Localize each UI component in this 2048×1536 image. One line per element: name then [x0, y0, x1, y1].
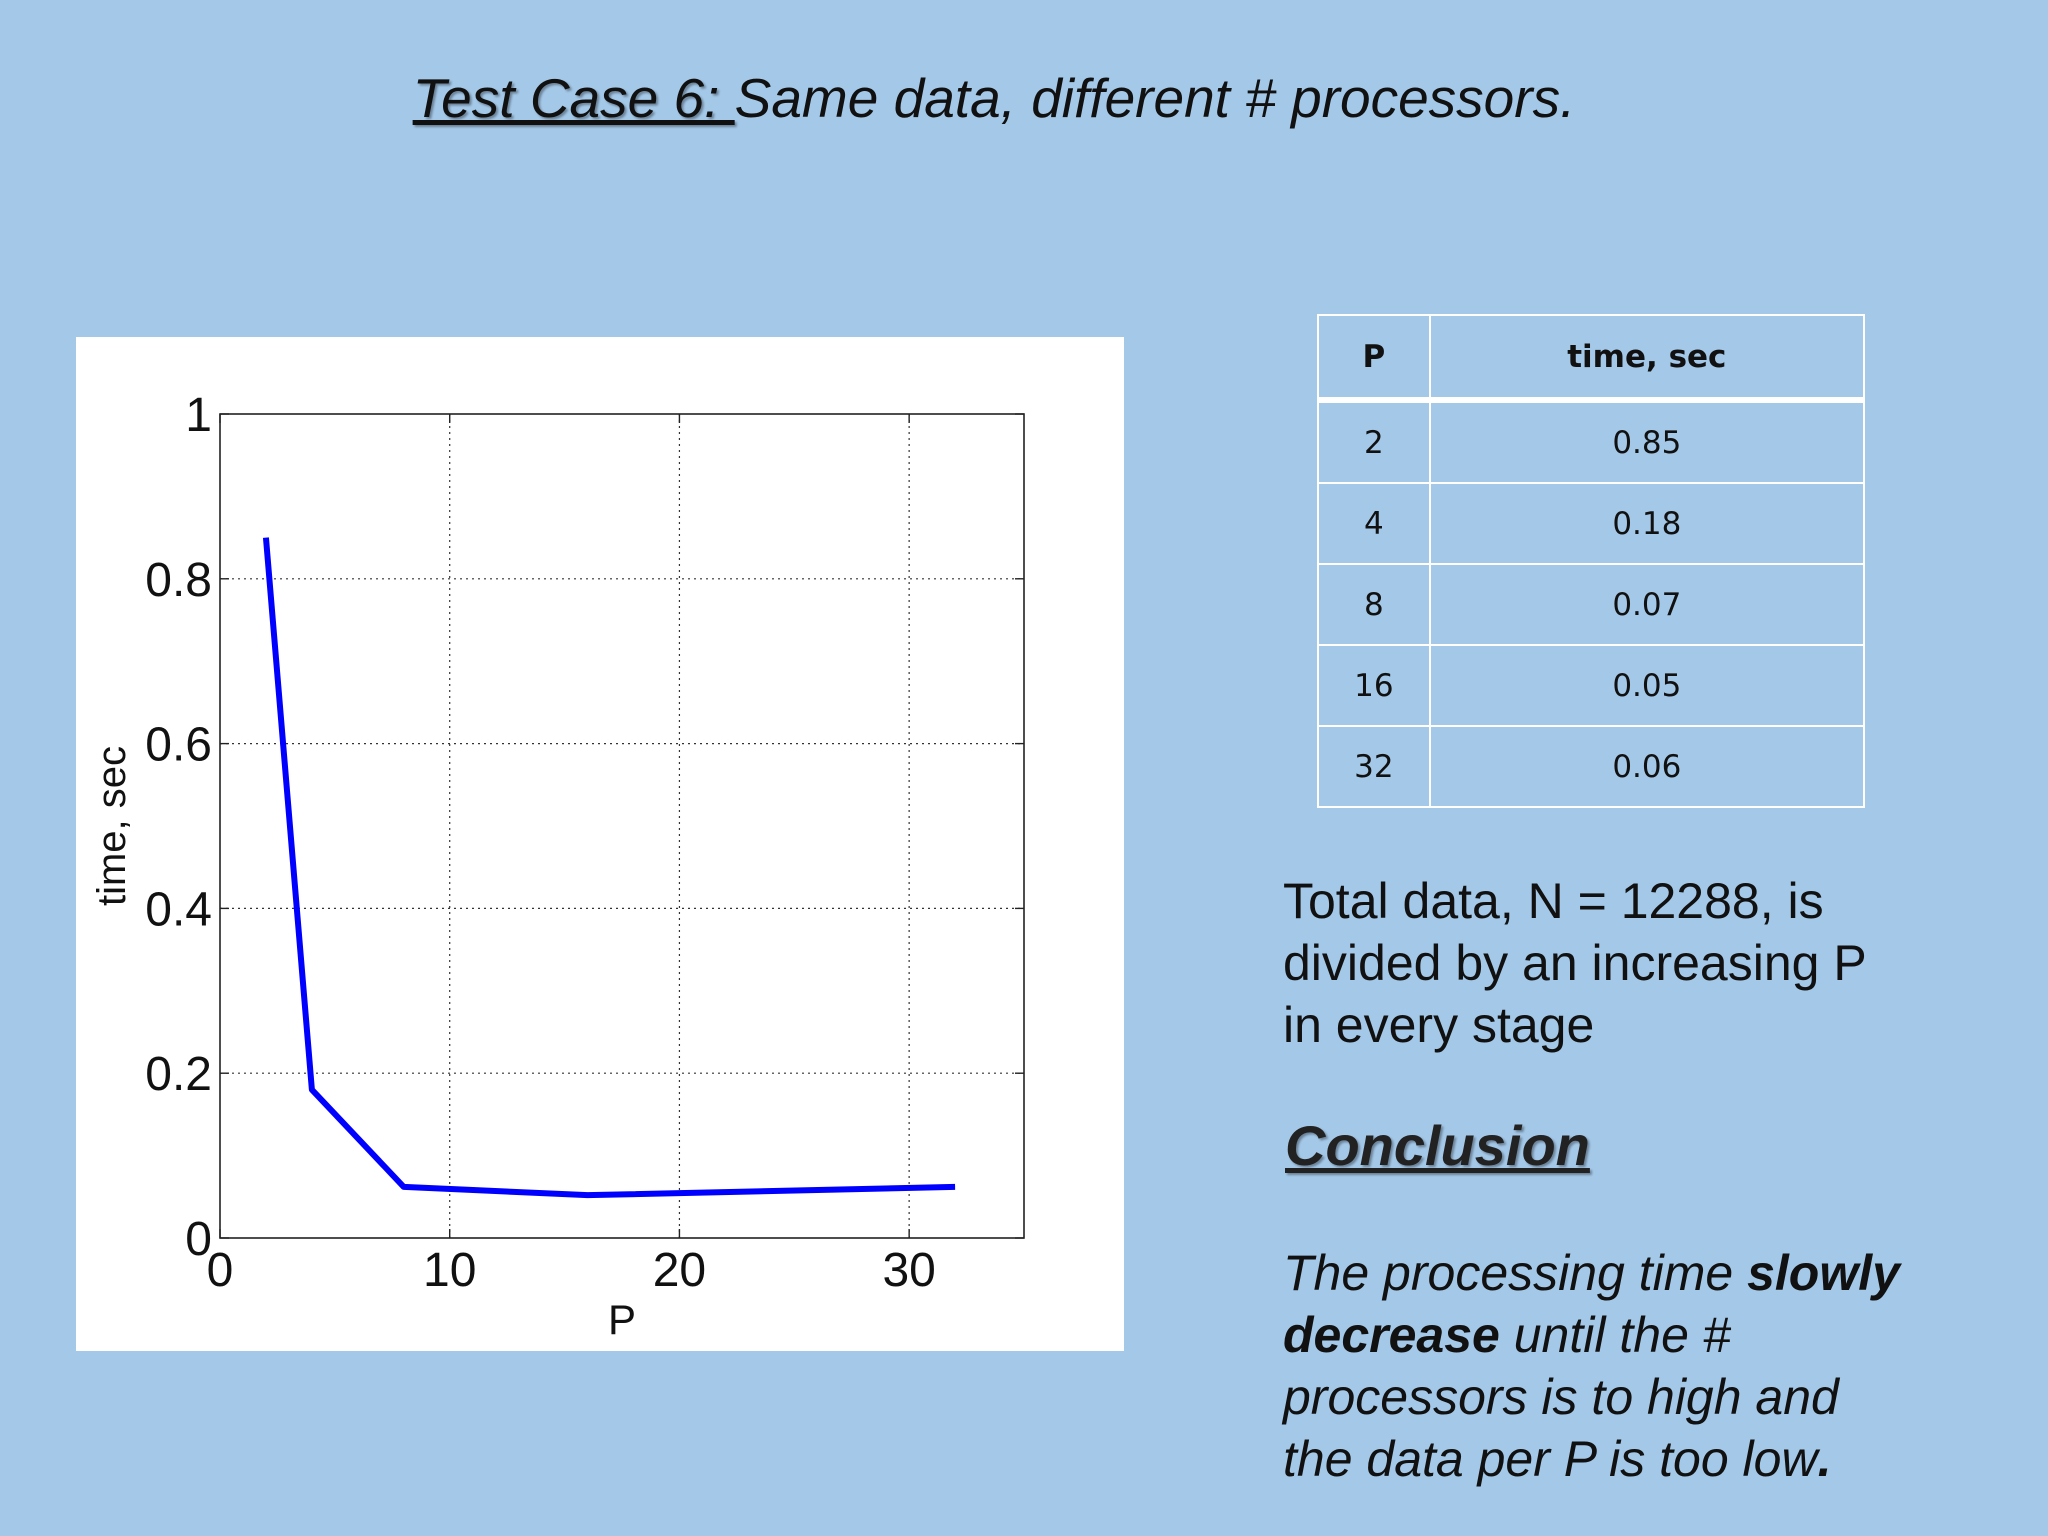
y-tick-label: 1 [185, 389, 212, 442]
cell-p: 2 [1317, 399, 1431, 484]
cell-time: 0.18 [1428, 482, 1866, 565]
cell-time: 0.06 [1428, 725, 1866, 808]
cell-time: 0.85 [1428, 399, 1866, 484]
conclusion-heading: Conclusion [1285, 1114, 1590, 1177]
table-header-row: P time, sec [1317, 314, 1866, 403]
conclusion-line: processors is to high and [1283, 1369, 1839, 1425]
header-p: P [1317, 314, 1431, 403]
conclusion-emphasis: slowly [1747, 1245, 1900, 1301]
note-line: in every stage [1283, 997, 1595, 1053]
title-test-case: Test Case 6: [412, 67, 735, 129]
x-tick-label: 30 [882, 1244, 935, 1297]
note-line: divided by an increasing P [1283, 935, 1867, 991]
conclusion-emphasis: . [1817, 1431, 1832, 1487]
y-tick-label: 0.6 [145, 719, 212, 772]
conclusion-fragment: the data per P is too low [1283, 1431, 1818, 1487]
x-tick-label: 20 [653, 1244, 706, 1297]
series-line [262, 537, 956, 1199]
x-tick-label: 0 [207, 1244, 234, 1297]
data-note: Total data, N = 12288, is divided by an … [1283, 870, 1983, 1056]
cell-p: 16 [1317, 644, 1431, 727]
slide-title: Test Case 6: Same data, different # proc… [0, 66, 2048, 130]
y-tick-label: 0.8 [145, 554, 212, 607]
plot-frame [219, 413, 1025, 1239]
table-row: 4 0.18 [1317, 482, 1866, 565]
header-time: time, sec [1428, 314, 1866, 403]
conclusion-line: the data per P is too low. [1283, 1428, 2023, 1490]
conclusion-fragment: until the # [1499, 1307, 1731, 1363]
y-tick-label: 0 [185, 1213, 212, 1266]
table-row: 16 0.05 [1317, 644, 1866, 727]
conclusion-text: The processing time slowly decrease unti… [1283, 1242, 2023, 1490]
y-axis-label: time, sec [90, 746, 134, 906]
table-row: 2 0.85 [1317, 399, 1866, 484]
results-table: P time, sec 2 0.85 4 0.18 8 0.07 16 0.05… [1317, 314, 1866, 808]
x-axis-label: P [608, 1296, 636, 1343]
conclusion-line: decrease until the # [1283, 1304, 2023, 1366]
cell-p: 4 [1317, 482, 1431, 565]
y-tick-label: 0.2 [145, 1048, 212, 1101]
y-tick-label: 0.4 [145, 883, 212, 936]
cell-time: 0.07 [1428, 563, 1866, 646]
cell-p: 8 [1317, 563, 1431, 646]
table-row: 8 0.07 [1317, 563, 1866, 646]
conclusion-emphasis: decrease [1283, 1307, 1500, 1363]
note-line: Total data, N = 12288, is [1283, 873, 1824, 929]
conclusion-fragment: The processing time [1283, 1245, 1748, 1301]
title-description: Same data, different # processors. [734, 67, 1576, 129]
cell-p: 32 [1317, 725, 1431, 808]
conclusion-line: The processing time slowly [1283, 1242, 2023, 1304]
table-row: 32 0.06 [1317, 725, 1866, 808]
x-tick-label: 10 [423, 1244, 476, 1297]
cell-time: 0.05 [1428, 644, 1866, 727]
